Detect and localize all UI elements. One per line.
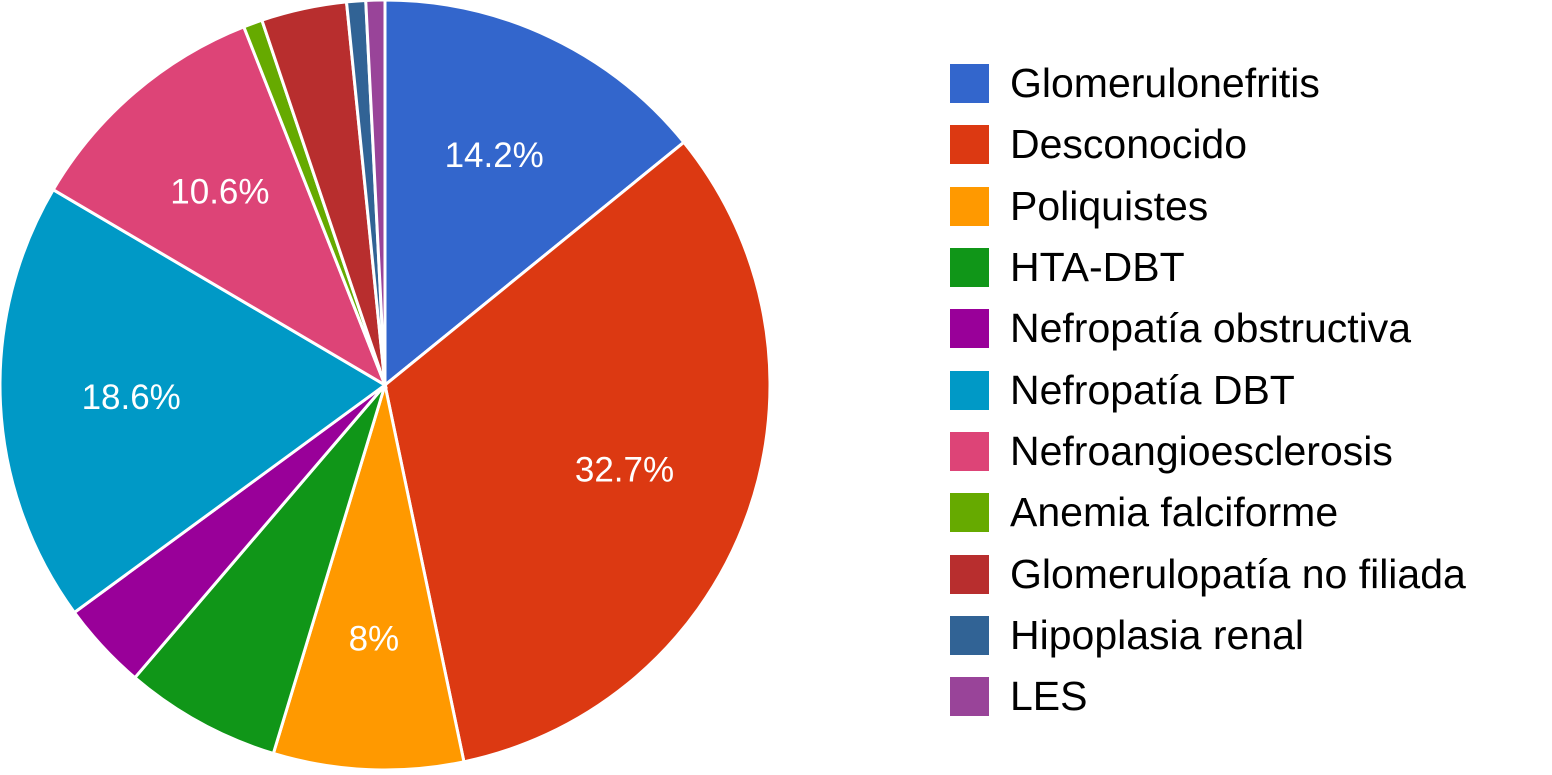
legend-item: HTA-DBT — [950, 237, 1550, 298]
legend-item: Nefropatía obstructiva — [950, 298, 1550, 359]
legend-item: LES — [950, 666, 1550, 727]
legend-swatch — [950, 554, 989, 594]
legend-swatch — [950, 248, 989, 288]
legend-swatch — [950, 493, 989, 533]
legend-swatch — [950, 125, 989, 165]
legend-swatch — [950, 309, 989, 349]
legend-swatch — [950, 186, 989, 226]
pie-slice — [132, 384, 387, 756]
pie-slice-label: 18.6% — [82, 378, 181, 417]
legend-label: Poliquistes — [1010, 182, 1209, 229]
legend-label: Anemia falciforme — [1010, 489, 1339, 536]
pie-slice — [383, 0, 686, 389]
legend-item: Nefroangioesclerosis — [950, 421, 1550, 482]
pie-slice — [51, 24, 388, 389]
legend-swatch — [950, 64, 989, 104]
legend-swatch — [950, 615, 989, 655]
legend-label: Nefroangioesclerosis — [1010, 427, 1393, 474]
pie-slice-label: 10.6% — [170, 172, 269, 211]
legend-label: Nefropatía obstructiva — [1010, 305, 1412, 352]
pie-slice — [383, 140, 772, 764]
legend-label: HTA-DBT — [1010, 244, 1185, 291]
legend-swatch — [950, 431, 989, 471]
pie-slice — [364, 0, 387, 386]
legend-label: Nefropatía DBT — [1010, 366, 1295, 413]
legend-item: Desconocido — [950, 114, 1550, 175]
legend-item: Hipoplasia renal — [950, 605, 1550, 666]
pie-slice-label: 32.7% — [575, 451, 674, 490]
legend-item: Nefropatía DBT — [950, 359, 1550, 420]
pie-slice-label: 14.2% — [445, 136, 544, 175]
pie-slice — [271, 384, 466, 772]
legend-label: LES — [1010, 673, 1088, 720]
legend-item: Poliquistes — [950, 176, 1550, 237]
pie-slice-labels: 14.2% 32.7% 8% 18.6% 10.6% — [82, 136, 675, 658]
legend-label: Desconocido — [1010, 121, 1248, 168]
legend-item: Anemia falciforme — [950, 482, 1550, 543]
pie-chart: 14.2% 32.7% 8% 18.6% 10.6% — [0, 0, 772, 772]
legend-item: Glomerulonefritis — [950, 53, 1550, 114]
legend-swatch — [950, 677, 989, 717]
pie-slices — [0, 0, 772, 772]
legend-item: Glomerulopatía no filiada — [950, 543, 1550, 604]
legend-label: Glomerulopatía no filiada — [1010, 550, 1466, 597]
pie-slice-label: 8% — [349, 619, 400, 658]
pie-chart-svg: 14.2% 32.7% 8% 18.6% 10.6% — [0, 0, 772, 772]
legend-label: Glomerulonefritis — [1010, 60, 1320, 107]
pie-slice — [0, 187, 388, 615]
chart-legend: Glomerulonefritis Desconocido Poliquistes H… — [950, 53, 1550, 727]
legend-swatch — [950, 370, 989, 410]
legend-label: Hipoplasia renal — [1010, 611, 1305, 658]
